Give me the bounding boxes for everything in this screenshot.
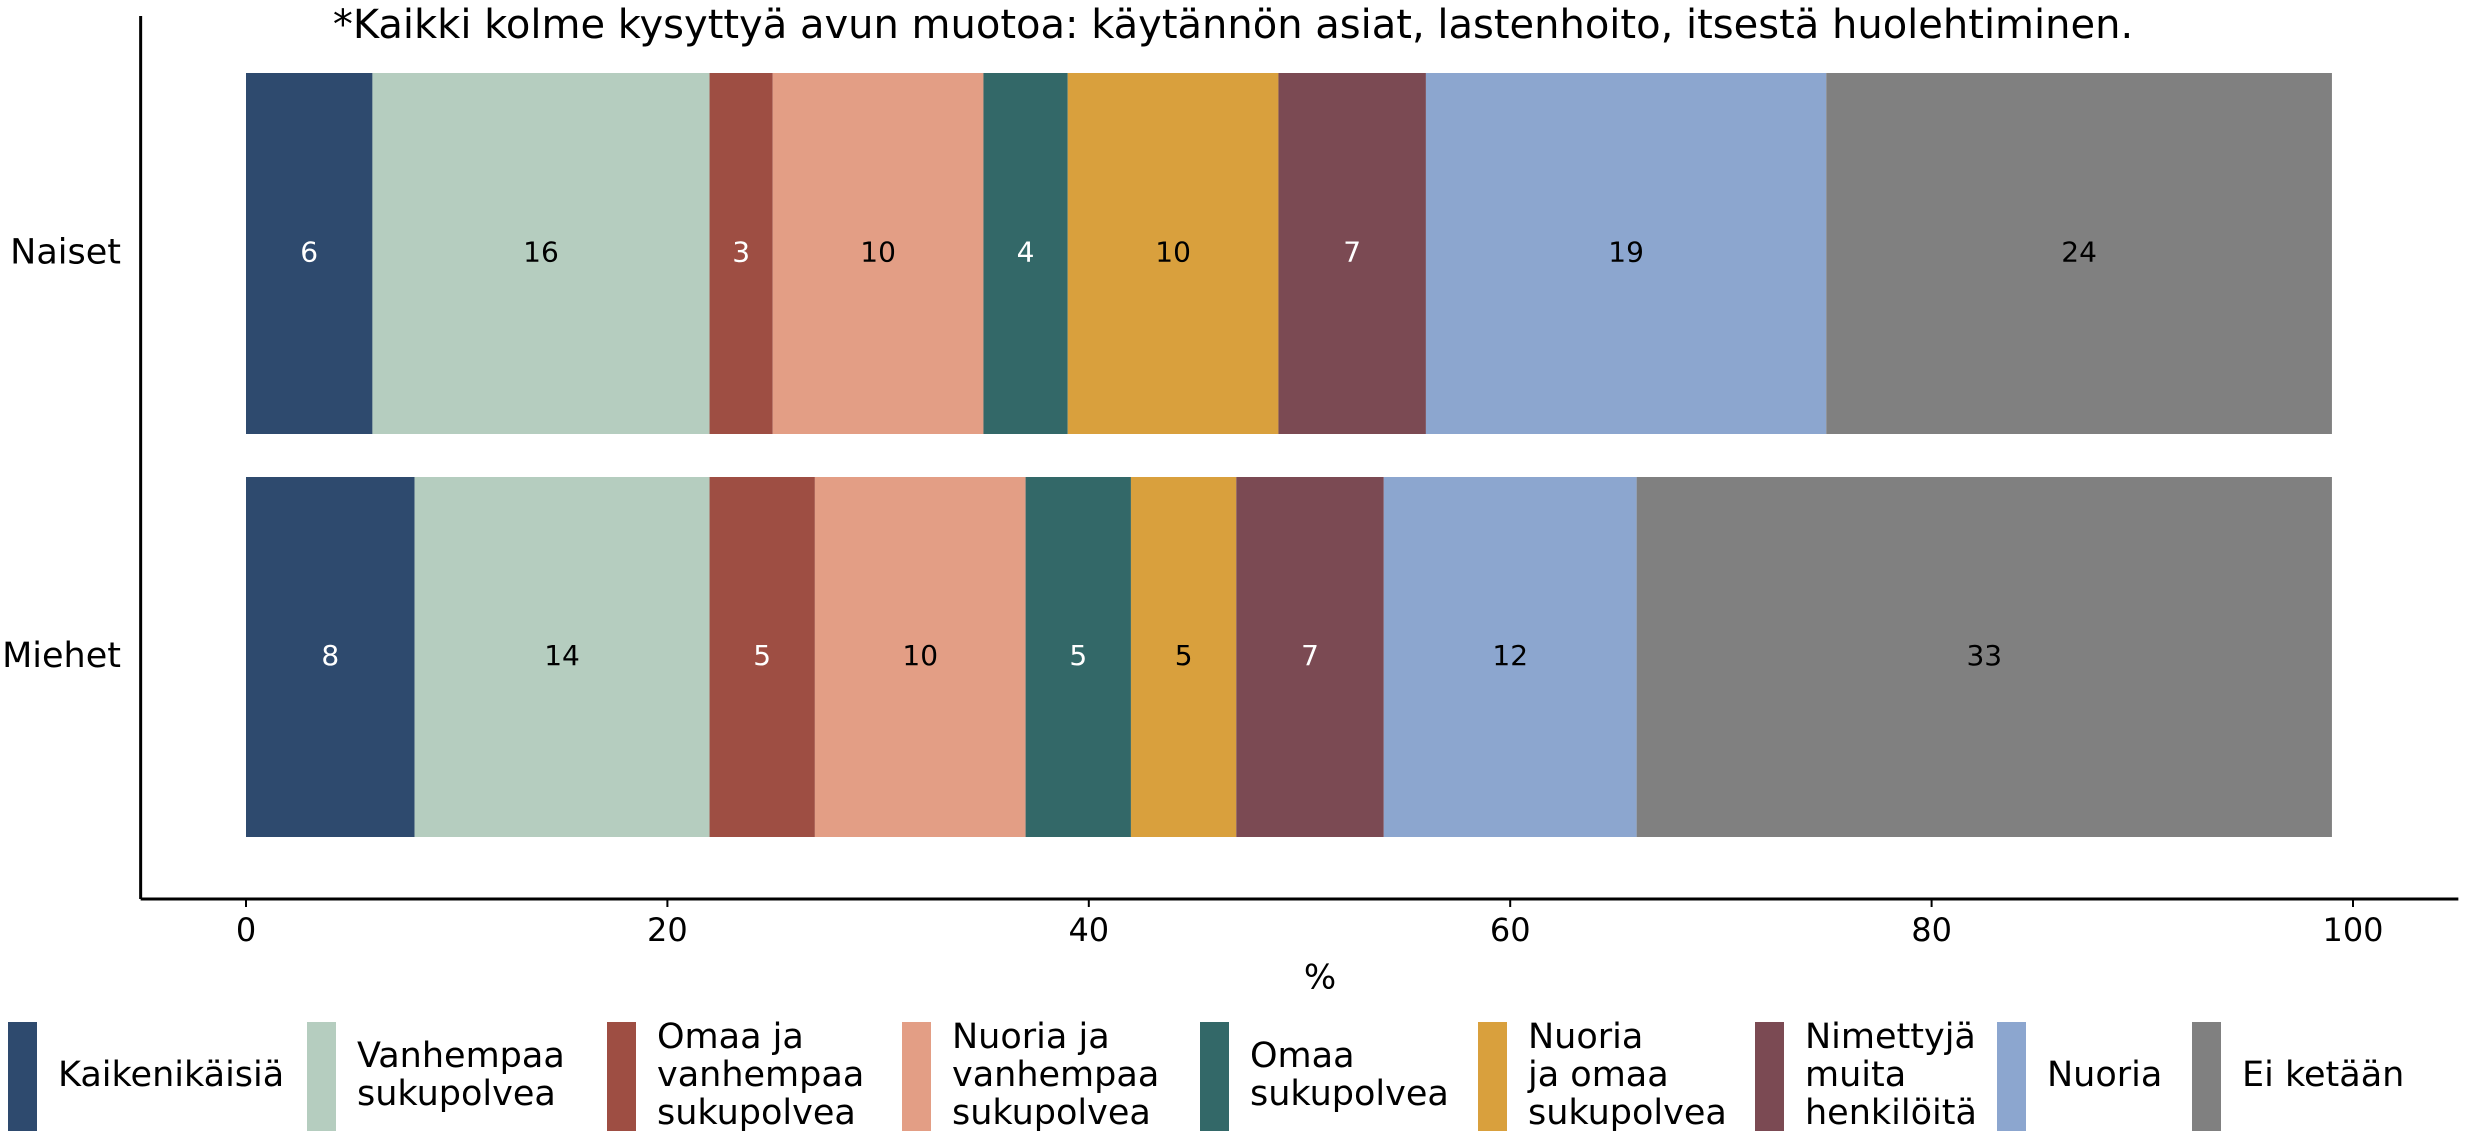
legend-label: Nuoria ja vanhempaa sukupolvea [952, 1017, 1159, 1133]
bar-label: 10 [902, 639, 938, 672]
bar-label: 19 [1608, 236, 1644, 269]
legend-swatch [1200, 1022, 1229, 1131]
bar-label: 5 [1175, 639, 1193, 672]
bar-segment [246, 73, 373, 434]
legend-swatch [607, 1022, 636, 1131]
y-tick-label: Miehet [2, 636, 121, 676]
bar-label: 10 [1155, 236, 1191, 269]
bar-segment [983, 73, 1068, 434]
legend-label: Nuoria ja omaa sukupolvea [1527, 1017, 1727, 1133]
bar-label: 5 [753, 639, 771, 672]
bar-segment [1278, 73, 1426, 434]
bar-label: 33 [1966, 639, 2002, 672]
bar-label: 10 [860, 236, 896, 269]
bar-segment [772, 73, 984, 434]
bar-segment [1826, 73, 2332, 434]
bar-label: 12 [1492, 639, 1528, 672]
y-tick-label: Naiset [10, 233, 121, 273]
x-axis-label: % [1304, 958, 1336, 998]
legend-label: Ei ketään [2242, 1055, 2404, 1095]
bar-segment [1425, 73, 1827, 434]
bar-segment [709, 73, 773, 434]
x-tick-label: 60 [1490, 911, 1531, 949]
x-tick-label: 100 [2322, 911, 2383, 949]
bar-segment [414, 477, 710, 837]
bar-label: 4 [1017, 236, 1035, 269]
legend-label: Kaikenikäisiä [58, 1055, 284, 1095]
bar-segment [1025, 477, 1131, 837]
x-tick-label: 80 [1911, 911, 1952, 949]
bar-label: 14 [544, 639, 580, 672]
legend-label: Nuoria [2047, 1055, 2162, 1095]
legend-label: Omaa sukupolvea [1250, 1036, 1449, 1114]
bar-label: 16 [523, 236, 559, 269]
legend-swatch [307, 1022, 336, 1131]
x-tick-label: 40 [1068, 911, 1109, 949]
bar-label: 6 [300, 236, 318, 269]
chart-title: *Kaikki kolme kysyttyä avun muotoa: käyt… [333, 2, 2133, 48]
bar-segment [709, 477, 815, 837]
legend-label: Vanhempaa sukupolvea [357, 1036, 565, 1114]
legend-swatch [1997, 1022, 2026, 1131]
bar-segment [372, 73, 710, 434]
legend-swatch [8, 1022, 37, 1131]
bar-segment [1383, 477, 1637, 837]
bar-segment [246, 477, 415, 837]
bar-label: 7 [1343, 236, 1361, 269]
legend-label: Omaa ja vanhempaa sukupolvea [657, 1017, 864, 1133]
bar-segment [1636, 477, 2332, 837]
bar-segment [814, 477, 1026, 837]
legend-swatch [1478, 1022, 1507, 1131]
legend-swatch [902, 1022, 931, 1131]
bar-label: 24 [2061, 236, 2097, 269]
bar-segment [1067, 73, 1279, 434]
legend-swatch [2192, 1022, 2221, 1131]
bar-segment [1236, 477, 1384, 837]
x-tick-label: 0 [236, 911, 256, 949]
bar-label: 5 [1069, 639, 1087, 672]
legend-swatch [1755, 1022, 1784, 1131]
x-tick-label: 20 [647, 911, 688, 949]
bar-segment [1130, 477, 1237, 837]
bar-label: 3 [732, 236, 750, 269]
legend-label: Nimettyjä muita henkilöitä [1805, 1017, 1977, 1133]
bar-label: 7 [1301, 639, 1319, 672]
bar-label: 8 [321, 639, 339, 672]
